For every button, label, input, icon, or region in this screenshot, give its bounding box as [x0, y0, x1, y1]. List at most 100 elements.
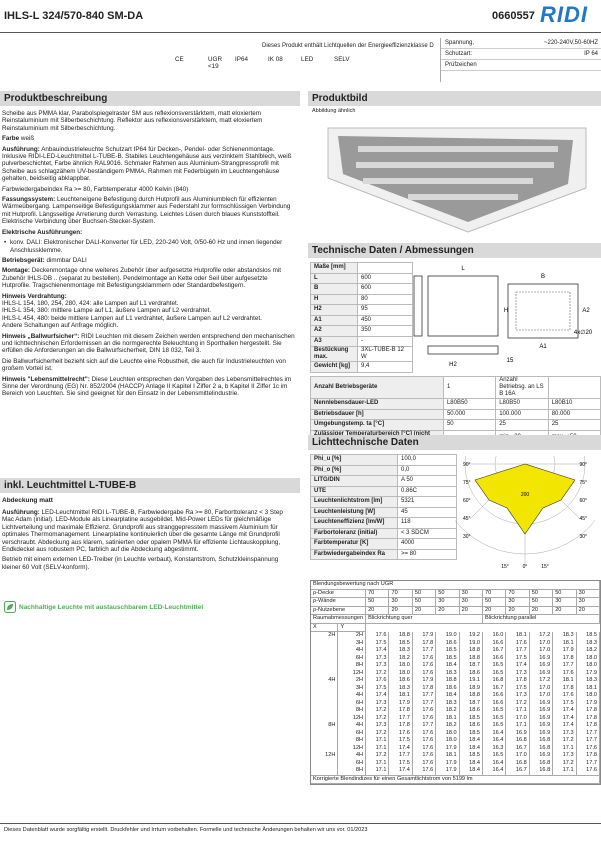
ugr-cell: 18.3	[576, 639, 601, 647]
ugr-cell: 17.3	[552, 752, 577, 760]
table-row: Anzahl Betriebsgeräte 1 Anzahl Betriebsg. …	[310, 376, 601, 399]
ugr-cell: 18.0	[388, 662, 413, 670]
spec-row: Prüfzeichen	[441, 60, 601, 71]
ugr-cell: 17.5	[365, 639, 390, 647]
table-cell: UTE	[310, 485, 398, 497]
ugr-head-cell: 30	[552, 597, 577, 607]
ugr-cell: 17.6	[552, 692, 577, 700]
paragraph-text: Diese Leuchten entsprechen den Vorgaben …	[2, 375, 292, 398]
ugr-cell: 17.5	[552, 699, 577, 707]
ugr-cell: 4H	[337, 752, 367, 760]
ugr-cell: 18.8	[459, 654, 484, 662]
ugr-cell: 17.5	[388, 737, 413, 745]
ugr-head-cell: 70	[482, 589, 507, 598]
ugr-cell: 17.8	[576, 722, 601, 730]
ugr-cell: 4H	[311, 677, 339, 685]
ugr-cell: 8H	[337, 767, 367, 775]
drawing-label: 200	[521, 492, 530, 498]
ugr-head-cell: 30	[505, 597, 530, 607]
ugr-cell: 17.6	[412, 714, 437, 722]
ugr-cell: 18.6	[435, 684, 460, 692]
ugr-cell: 17.7	[412, 647, 437, 655]
table-cell: Farbtemperatur [K]	[310, 538, 398, 550]
table-row: Umgebungstemp. ta [°C] 50 25 25	[310, 419, 601, 431]
drawing-label: 60°	[579, 498, 587, 504]
ugr-cell: 16.5	[482, 707, 507, 715]
ugr-cell: 16.4	[482, 759, 507, 767]
ugr-cell: 17.2	[365, 669, 390, 677]
ugr-cell: 17.4	[552, 707, 577, 715]
spec-row: Schutzart: IP 64	[441, 49, 601, 60]
ugr-cell	[311, 729, 339, 737]
ugr-cell: 16.9	[529, 654, 554, 662]
table-cell: Farbortoleranz (initial)	[310, 527, 398, 539]
ugr-cell: 17.4	[365, 647, 390, 655]
ugr-cell: 17.7	[412, 722, 437, 730]
paragraph: Montage: Deckenmontage ohne weiteres Zub…	[2, 267, 296, 289]
ugr-note-row: Korrigierte Blendindizes für einen Gesam…	[311, 774, 600, 784]
ugr-cell	[311, 692, 339, 700]
ugr-cell: 18.1	[576, 684, 601, 692]
ugr-row: 8H 4H 17.3 17.8 17.7 18.2 18.6 16.5 17.1 16.9 17.4…	[311, 722, 601, 730]
footer: Dieses Datenblatt wurde sorgfältig erste…	[4, 827, 368, 833]
dimension-drawing: L B H H2 A1 A2 15 4x∅20	[413, 266, 593, 368]
paragraph: Ausführung: Anbauindustrieleuchte Schutz…	[2, 146, 296, 183]
ugr-cell: 8H	[337, 662, 367, 670]
ugr-cell: 8H	[337, 707, 367, 715]
table-cell: Nennlebensdauer-LED	[310, 398, 444, 410]
ugr-head-cell: Raumabmessungen	[311, 614, 367, 624]
ugr-cell: 18.0	[576, 692, 601, 700]
table-cell: L	[310, 272, 358, 284]
ugr-cell: 16.9	[529, 699, 554, 707]
ugr-cell: 17.6	[505, 639, 530, 647]
table-cell: B	[310, 283, 358, 295]
ugr-cell: 16.4	[482, 767, 507, 775]
paragraph: Betrieb mit einem externen LED-Treiber (…	[2, 556, 296, 571]
ugr-cell: 16.8	[482, 677, 507, 685]
ugr-cell: 16.9	[529, 669, 554, 677]
ugr-cell: 17.2	[529, 631, 554, 640]
ugr-head-row: ρ-Wände 50 30 50 30 30 50 30 50 30 30	[311, 597, 601, 607]
ugr-cell: 17.8	[412, 684, 437, 692]
ugr-cell: 17.9	[576, 669, 601, 677]
ugr-cell: 16.7	[482, 684, 507, 692]
ugr-cell: 16.8	[505, 759, 530, 767]
table-cell: 350	[357, 325, 413, 337]
table-cell: 1	[442, 376, 497, 399]
ugr-cell: 17.6	[412, 744, 437, 752]
subtitle: Abdeckung matt	[2, 497, 53, 504]
energy-note: Dieses Produkt enthält Lichtquellen der …	[262, 43, 434, 49]
ugr-cell: 17.3	[552, 729, 577, 737]
icon: UGR <19	[208, 56, 222, 70]
ugr-cell: 18.5	[435, 647, 460, 655]
drawing-label: 90°	[463, 462, 471, 468]
paragraph-line: IHLS-L 354, 380: mittlere Lampe auf L1, …	[2, 307, 212, 315]
product-image	[327, 127, 587, 233]
ugr-cell: 17.3	[365, 699, 390, 707]
ugr-cell: 2H	[337, 631, 367, 640]
paragraph-text: LED-Leuchtmittel RIDI L-TUBE-B, Farbwied…	[2, 509, 283, 554]
table-cell: Gewicht [kg]	[310, 361, 358, 373]
ugr-head-cell: 20	[552, 606, 577, 615]
icon: SELV	[334, 56, 350, 63]
leaf-icon	[4, 601, 16, 613]
ugr-cell: 17.7	[412, 699, 437, 707]
ugr-row: 12H 17.2 18.0 17.6 18.3 18.6 16.5 17.3 16.9 17.6 1…	[311, 669, 601, 677]
model: IHLS-L 324/570-840 SM-DA	[4, 10, 144, 22]
ugr-cell: 18.4	[459, 767, 484, 775]
ugr-cell: 16.6	[482, 654, 507, 662]
table-cell: 25	[547, 419, 601, 431]
ugr-head-cell: 20	[435, 606, 460, 615]
paragraph: Farbwiedergabeindex Ra >= 80, Farbtemper…	[2, 186, 296, 193]
table-cell: 100,0	[397, 454, 457, 466]
table-row: A3-	[310, 335, 413, 347]
table-cell: 50.000	[442, 408, 497, 420]
ugr-cell: 17.3	[505, 669, 530, 677]
ugr-table: Blendungsbewertung nach UGR ρ-Decke 70 70 50…	[311, 581, 601, 784]
paragraph: Hinweis "Lebensmittelrecht": Diese Leuch…	[2, 376, 296, 398]
ugr-cell: 16.7	[505, 744, 530, 752]
ugr-cell: 19.2	[459, 631, 484, 640]
ugr-cell: 18.0	[435, 729, 460, 737]
ugr-cell: 18.4	[459, 737, 484, 745]
